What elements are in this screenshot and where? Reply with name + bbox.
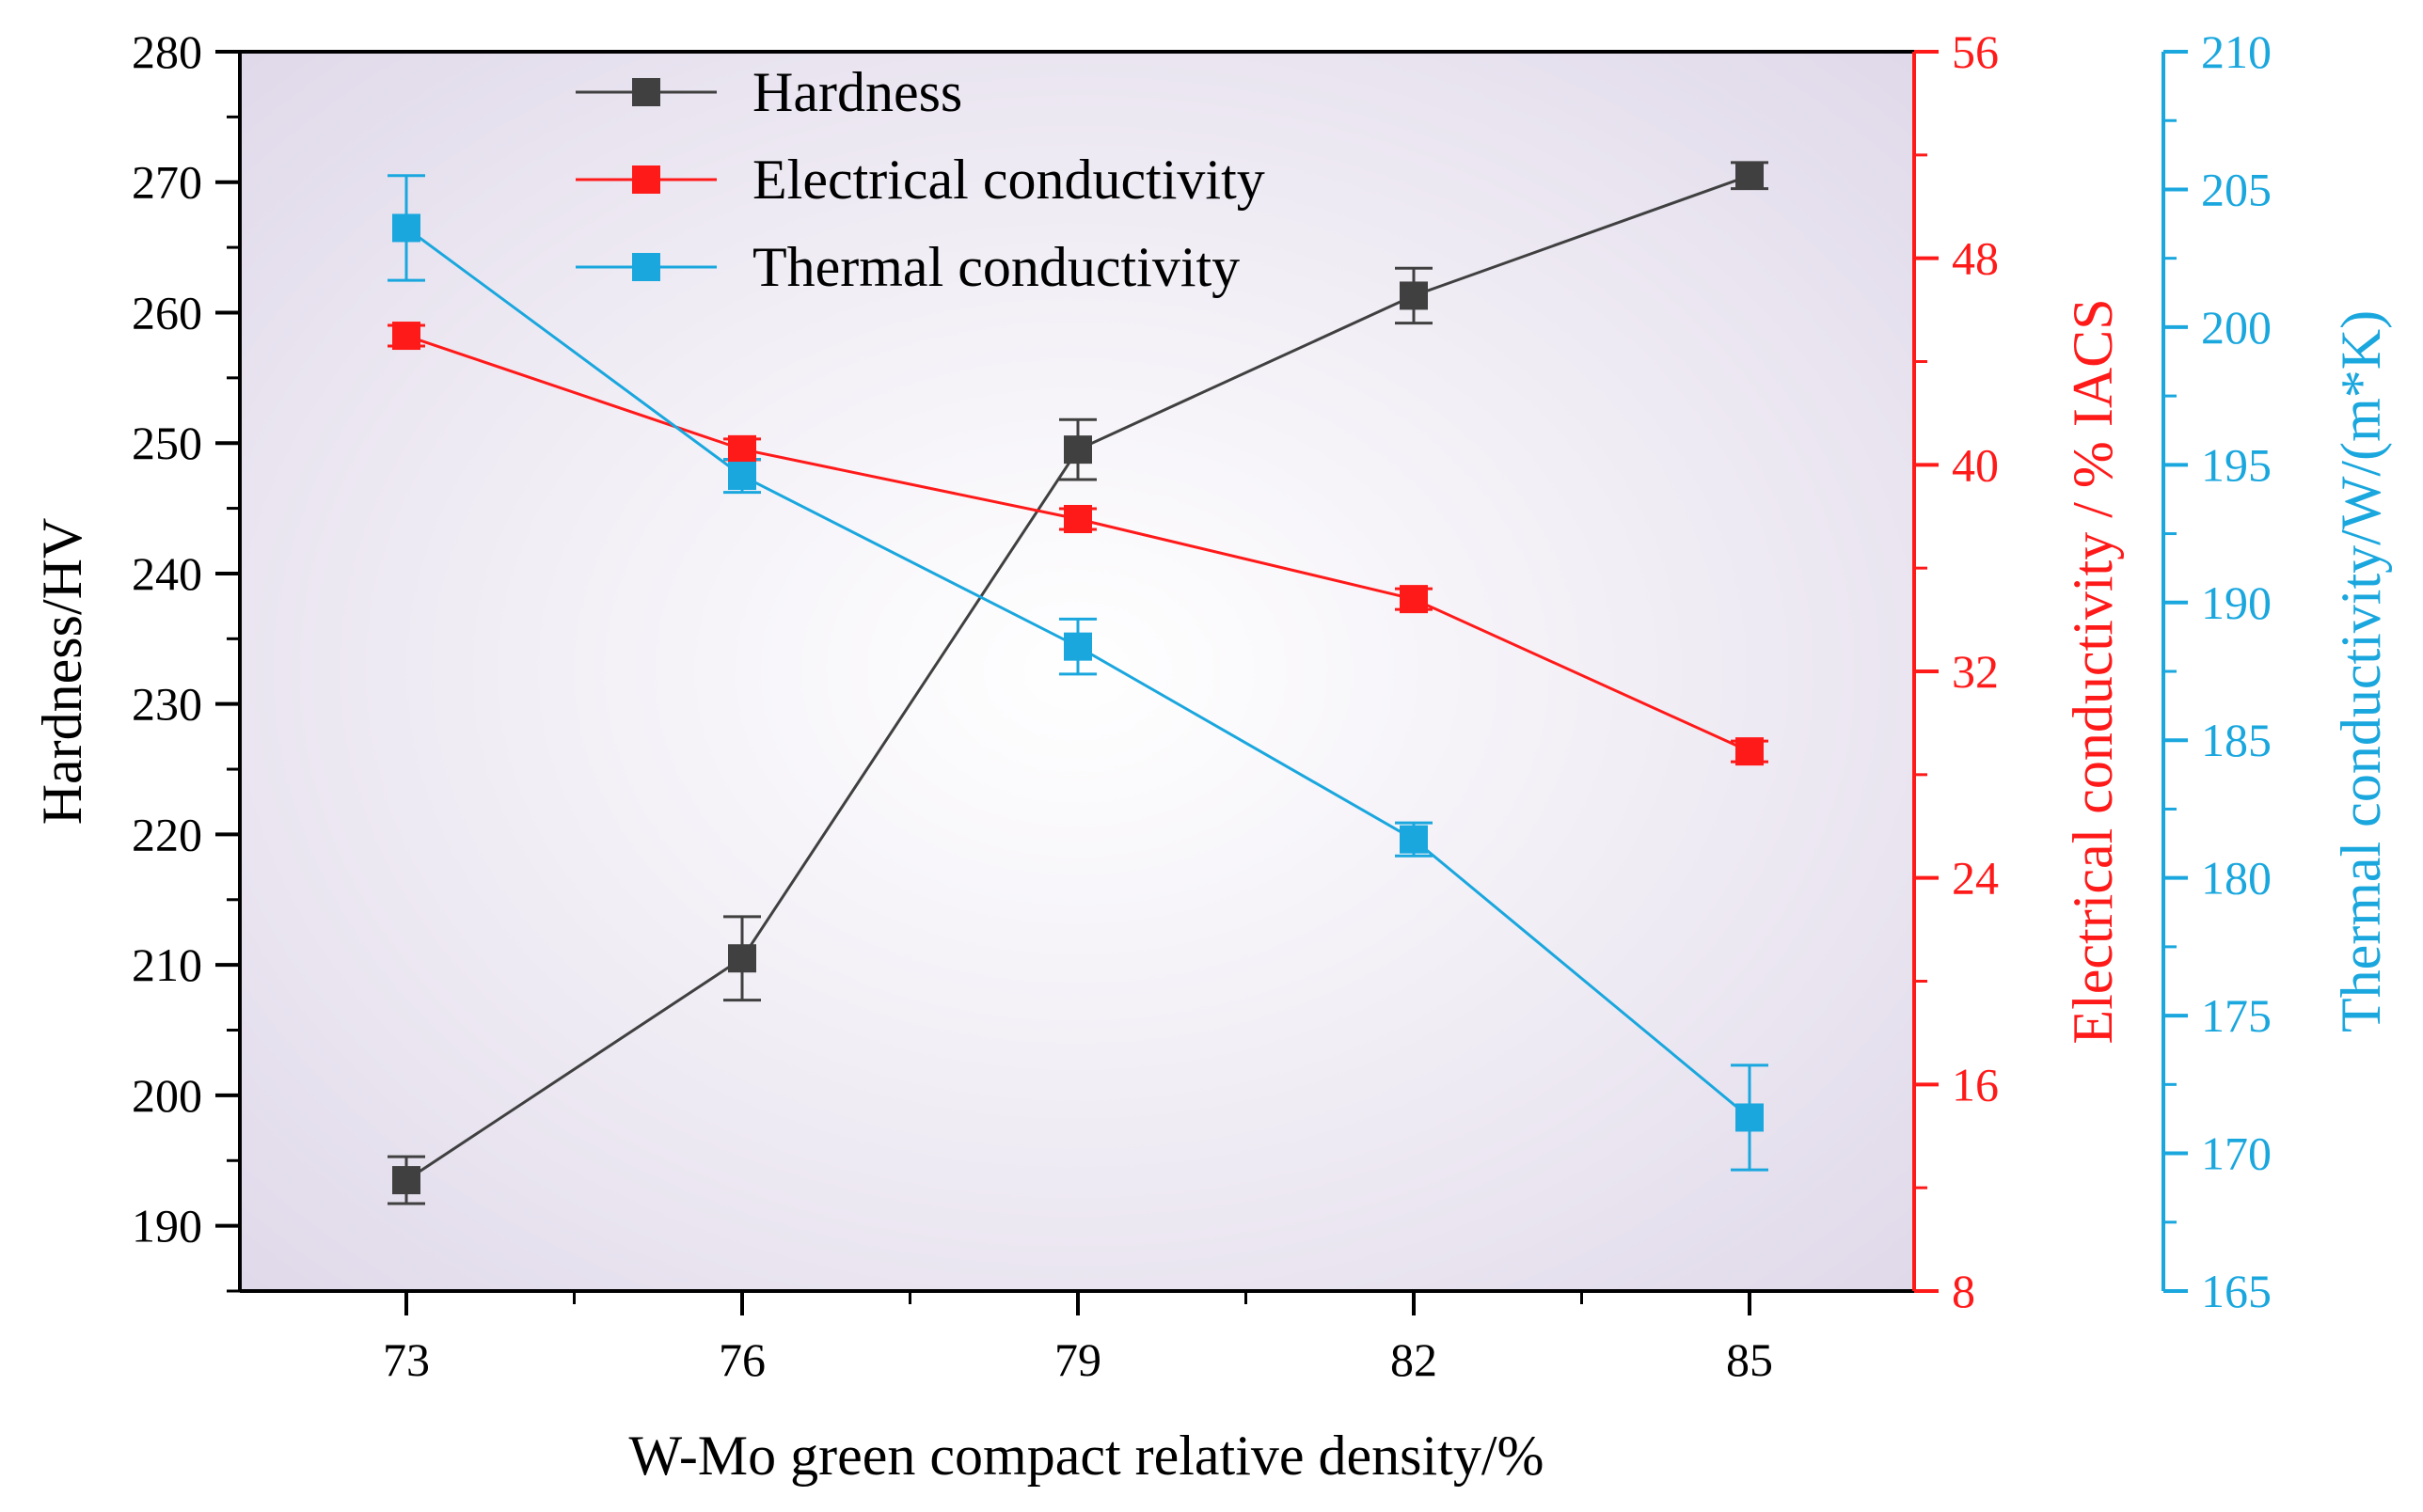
left-axis-tick-label: 280 bbox=[132, 25, 202, 78]
left-axis-tick-label: 210 bbox=[132, 938, 202, 991]
data-point bbox=[1064, 632, 1092, 661]
legend-marker bbox=[632, 165, 660, 194]
data-point bbox=[728, 944, 756, 973]
x-axis-tick-label: 85 bbox=[1726, 1333, 1773, 1386]
series-layer bbox=[392, 161, 1764, 1195]
legend-label: Hardness bbox=[752, 61, 962, 123]
x-axis-title: W-Mo green compact relative density/% bbox=[629, 1425, 1544, 1487]
right-axis-electrical-tick-label: 24 bbox=[1952, 852, 1999, 905]
right-axis-thermal-tick-label: 210 bbox=[2201, 25, 2272, 78]
right-axis-electrical-title: Electrical conductivity / % IACS bbox=[2062, 298, 2124, 1044]
data-point bbox=[1064, 435, 1092, 465]
axes-layer: 190 200 210 220 230 240 250 260 270 280 Hardness/H… bbox=[31, 25, 2392, 1487]
right-axis-electrical-tick-label: 40 bbox=[1952, 438, 1999, 491]
left-axis-tick-label: 230 bbox=[132, 678, 202, 731]
right-axis-electrical-tick-label: 16 bbox=[1952, 1058, 1999, 1110]
data-point bbox=[1400, 281, 1428, 310]
right-axis-thermal-tick-label: 200 bbox=[2201, 301, 2272, 354]
legend: Hardness Electrical conductivity Thermal c… bbox=[576, 61, 1265, 298]
legend-label: Thermal conductivity bbox=[752, 236, 1240, 298]
data-point bbox=[392, 213, 420, 243]
right-axis-thermal-tick-label: 205 bbox=[2201, 163, 2272, 215]
data-point bbox=[1735, 1103, 1764, 1132]
legend-label: Electrical conductivity bbox=[752, 149, 1265, 211]
left-axis-title: Hardness/HV bbox=[31, 518, 93, 826]
x-axis-tick-label: 73 bbox=[383, 1333, 430, 1386]
legend-entry: Hardness bbox=[576, 61, 962, 123]
right-axis-electrical-tick-label: 56 bbox=[1952, 25, 1999, 78]
left-axis-tick-label: 240 bbox=[132, 547, 202, 600]
data-point bbox=[728, 462, 756, 491]
left-axis-tick-label: 220 bbox=[132, 808, 202, 860]
right-axis-thermal-tick-label: 175 bbox=[2201, 989, 2272, 1042]
right-axis-thermal-tick-label: 170 bbox=[2201, 1127, 2272, 1180]
right-axis-electrical-tick-label: 32 bbox=[1952, 645, 1999, 698]
legend-entry: Thermal conductivity bbox=[576, 236, 1240, 298]
x-axis-tick-label: 79 bbox=[1054, 1333, 1101, 1386]
data-point bbox=[1400, 825, 1428, 854]
left-axis-tick-label: 270 bbox=[132, 156, 202, 209]
left-axis-tick-label: 250 bbox=[132, 417, 202, 469]
right-axis-thermal-tick-label: 165 bbox=[2201, 1265, 2272, 1317]
right-axis-electrical-tick-label: 8 bbox=[1952, 1265, 1975, 1317]
right-axis-thermal-tick-label: 180 bbox=[2201, 852, 2272, 905]
right-axis-thermal-tick-label: 190 bbox=[2201, 576, 2272, 629]
data-point bbox=[728, 434, 756, 464]
left-axis-tick-label: 260 bbox=[132, 286, 202, 339]
x-axis-tick-label: 82 bbox=[1390, 1333, 1437, 1386]
left-axis-tick-label: 200 bbox=[132, 1069, 202, 1122]
legend-marker bbox=[632, 78, 660, 106]
data-point bbox=[1735, 737, 1764, 766]
data-point bbox=[1735, 161, 1764, 190]
data-point bbox=[392, 322, 420, 351]
right-axis-thermal-tick-label: 185 bbox=[2201, 714, 2272, 766]
left-axis-tick-label: 190 bbox=[132, 1200, 202, 1252]
right-axis-electrical-tick-label: 48 bbox=[1952, 232, 1999, 285]
data-point bbox=[392, 1166, 420, 1195]
legend-entry: Electrical conductivity bbox=[576, 149, 1265, 211]
right-axis-thermal-title: Thermal conductivity/W/(m*K) bbox=[2330, 310, 2392, 1032]
legend-marker bbox=[632, 253, 660, 281]
x-axis-tick-label: 76 bbox=[719, 1333, 766, 1386]
data-point bbox=[1064, 504, 1092, 533]
data-point bbox=[1400, 585, 1428, 614]
right-axis-thermal-tick-label: 195 bbox=[2201, 438, 2272, 491]
